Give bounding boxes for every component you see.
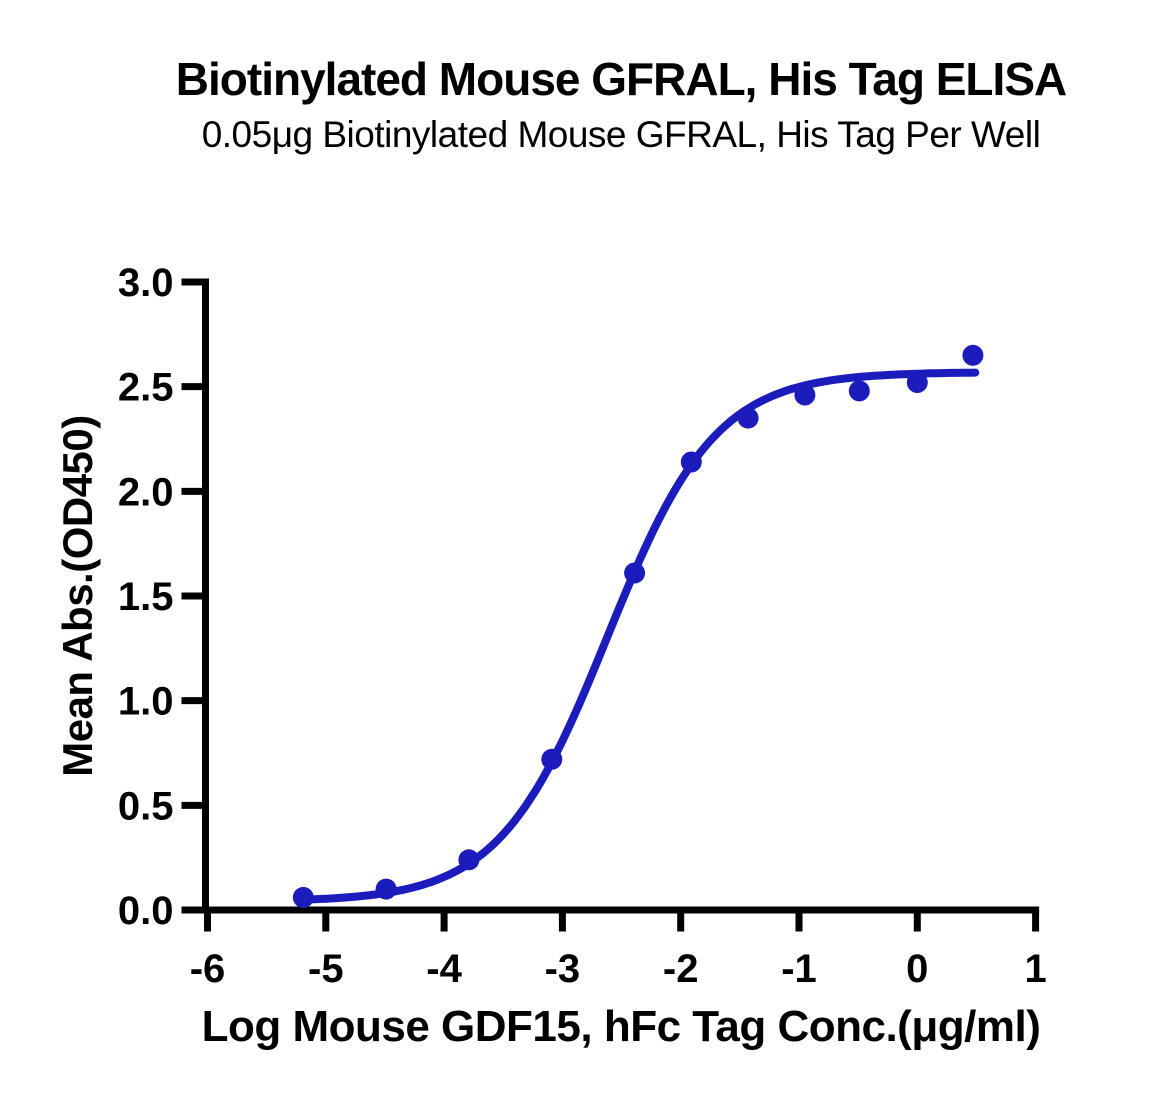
x-axis-label: Log Mouse GDF15, hFc Tag Conc.(μg/ml) <box>201 1002 1041 1051</box>
data-point <box>906 372 928 393</box>
chart-subtitle: 0.05μg Biotinylated Mouse GFRAL, His Tag… <box>201 114 1041 155</box>
x-tick-label: -1 <box>781 947 817 991</box>
x-tick-label: 1 <box>1024 947 1046 991</box>
data-point <box>794 384 816 406</box>
y-tick-label: 0.0 <box>118 889 174 933</box>
data-point <box>458 849 480 871</box>
x-tick-label: -3 <box>545 947 581 991</box>
x-tick-label: -6 <box>190 947 226 991</box>
x-tick-label: -4 <box>426 947 462 991</box>
fit-curve <box>299 368 980 904</box>
data-point <box>962 344 984 366</box>
x-tick-label: -5 <box>308 947 344 991</box>
y-tick-label: 3.0 <box>118 261 174 305</box>
data-point <box>375 878 397 900</box>
y-tick-label: 0.5 <box>118 784 174 828</box>
y-tick-label: 1.0 <box>118 680 174 724</box>
chart-title: Biotinylated Mouse GFRAL, His Tag ELISA <box>175 53 1067 105</box>
y-tick-label: 1.5 <box>118 575 174 619</box>
data-point <box>680 451 702 473</box>
data-point <box>737 407 759 429</box>
y-tick-label: 2.5 <box>118 366 174 410</box>
data-point <box>292 886 314 908</box>
y-tick-label: 2.0 <box>118 470 174 514</box>
x-tick-label: -2 <box>663 947 699 991</box>
x-tick-label: 0 <box>906 947 928 991</box>
data-point <box>624 562 646 584</box>
data-point <box>541 748 563 770</box>
data-point <box>848 380 870 402</box>
